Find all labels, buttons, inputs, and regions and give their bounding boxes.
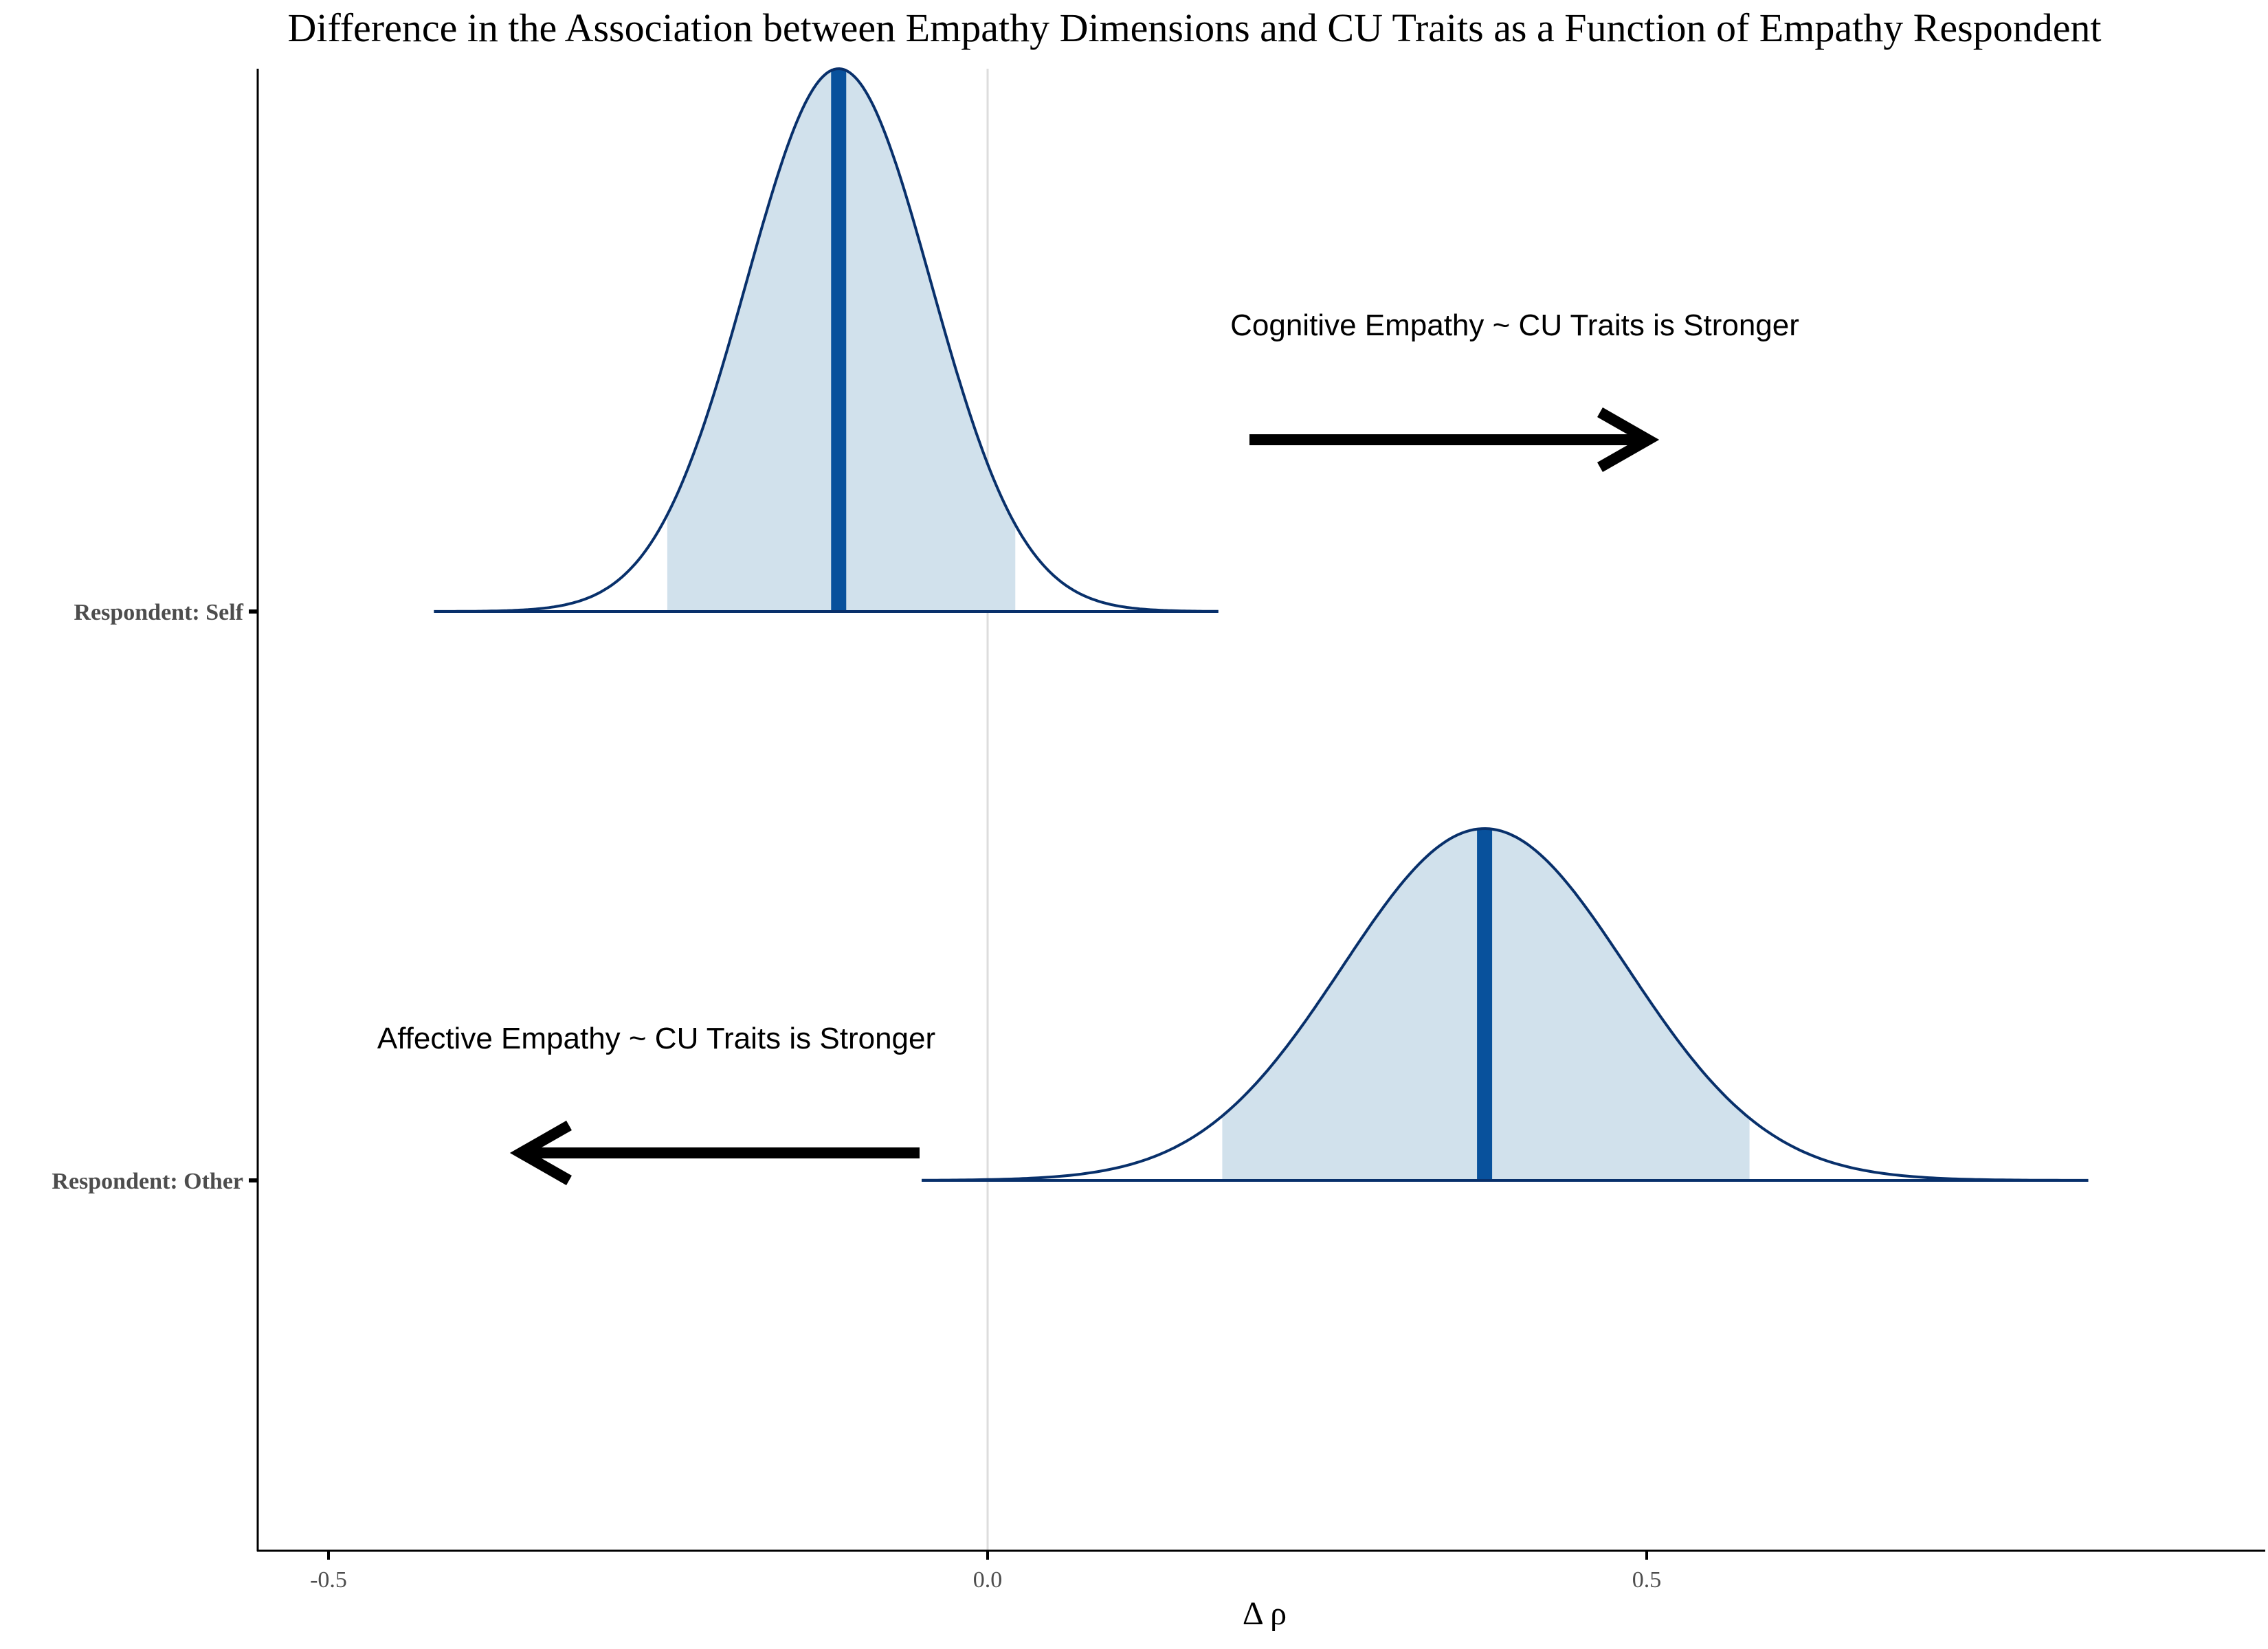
annotation-layer: Cognitive Empathy ~ CU Traits is Stronge…	[377, 309, 1799, 1185]
x-tick-label: 0.5	[1632, 1567, 1662, 1593]
arrow-left-icon	[509, 1121, 920, 1185]
x-axis-label: Δ ρ	[1243, 1595, 1287, 1632]
density-outline	[922, 827, 2089, 1182]
x-axis: -0.5 0.0 0.5 Δ ρ	[257, 1549, 2265, 1632]
arrow-right-icon	[1249, 407, 1660, 472]
y-tick-label-self: Respondent: Self	[74, 600, 243, 625]
x-tick-label: 0.0	[973, 1567, 1003, 1593]
chart-title: Difference in the Association between Em…	[287, 5, 2101, 50]
annotation-cognitive: Cognitive Empathy ~ CU Traits is Stronge…	[1230, 309, 1799, 342]
y-tick-label-other: Respondent: Other	[52, 1169, 243, 1194]
annotation-affective: Affective Empathy ~ CU Traits is Stronge…	[377, 1022, 935, 1055]
x-tick-label: -0.5	[310, 1567, 347, 1593]
y-axis: Respondent: Self Respondent: Other	[52, 69, 259, 1551]
density-outline	[434, 67, 1219, 613]
x-ticks: -0.5 0.0 0.5	[310, 1551, 1661, 1593]
density-layer	[434, 67, 2089, 1182]
